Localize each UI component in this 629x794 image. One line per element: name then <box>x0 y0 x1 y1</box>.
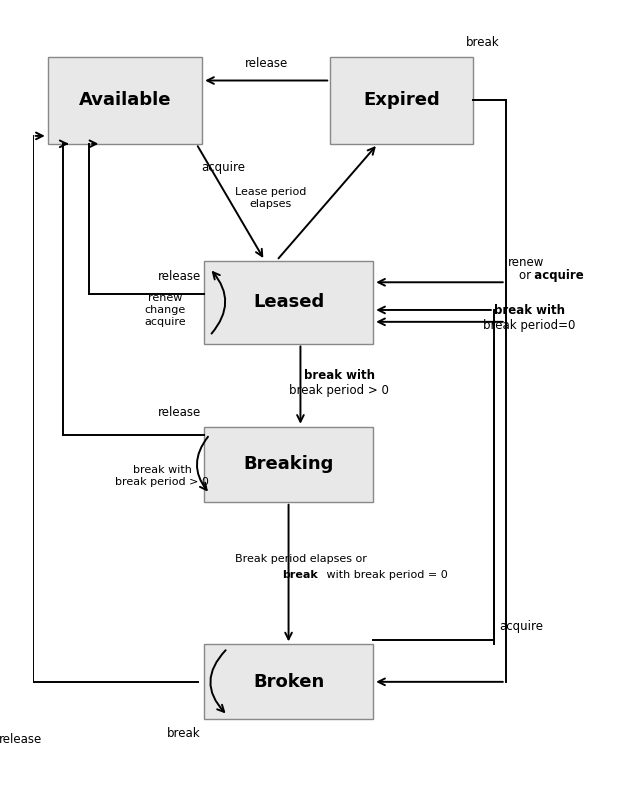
FancyBboxPatch shape <box>48 57 203 144</box>
FancyBboxPatch shape <box>330 57 473 144</box>
Text: acquire: acquire <box>499 620 543 634</box>
Text: release: release <box>157 270 201 283</box>
Text: or: or <box>518 269 535 283</box>
Text: release: release <box>245 56 288 70</box>
Text: Available: Available <box>79 91 171 110</box>
Text: break period=0: break period=0 <box>483 319 576 333</box>
Text: Break period elapses or: Break period elapses or <box>235 553 366 564</box>
Text: acquire: acquire <box>201 161 245 174</box>
Text: break: break <box>167 727 201 740</box>
Text: renew: renew <box>508 256 545 269</box>
Text: Lease period
elapses: Lease period elapses <box>235 187 306 209</box>
Text: break: break <box>282 569 318 580</box>
Text: with break period = 0: with break period = 0 <box>323 569 448 580</box>
FancyBboxPatch shape <box>204 644 374 719</box>
Text: Broken: Broken <box>253 673 324 691</box>
FancyBboxPatch shape <box>204 426 374 502</box>
Text: Leased: Leased <box>253 293 324 311</box>
Text: Breaking: Breaking <box>243 455 334 473</box>
Text: break with
break period > 0: break with break period > 0 <box>115 465 209 487</box>
Text: release: release <box>0 733 43 746</box>
Text: Expired: Expired <box>363 91 440 110</box>
Text: acquire: acquire <box>526 269 584 283</box>
Text: break with: break with <box>304 369 375 382</box>
Text: break: break <box>466 36 499 49</box>
Text: break period > 0: break period > 0 <box>289 384 389 397</box>
Text: renew
change
acquire: renew change acquire <box>144 293 186 326</box>
Text: break with: break with <box>494 304 565 318</box>
Text: release: release <box>157 406 201 419</box>
FancyBboxPatch shape <box>204 260 374 344</box>
